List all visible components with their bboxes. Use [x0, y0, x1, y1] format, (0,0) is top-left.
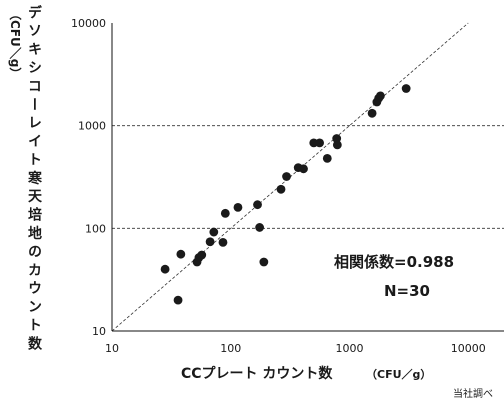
data-point-20	[315, 138, 324, 148]
x-tick-label-10: 10	[105, 342, 119, 355]
x-axis-title: CCプレート カウント数	[181, 365, 333, 382]
sample-size-annotation: N=30	[384, 282, 430, 300]
data-point-11	[233, 202, 243, 212]
y-tick-label-10000: 10000	[71, 17, 106, 30]
gridlines	[112, 125, 504, 229]
data-point-8	[209, 227, 219, 237]
y-axis-unit: （CFU／g）	[8, 8, 22, 79]
data-point-23	[332, 140, 342, 150]
y-tick-label-100: 100	[85, 222, 106, 235]
source-note: 当社調べ	[453, 387, 493, 400]
data-point-21	[322, 153, 332, 163]
data-point-2	[173, 295, 183, 305]
y-tick-label-10: 10	[92, 325, 106, 338]
x-tick-label-100: 100	[220, 342, 241, 355]
correlation-annotation: 相関係数=0.988	[334, 253, 454, 271]
data-point-6	[197, 250, 207, 260]
x-tick-label-10000: 10000	[451, 342, 486, 355]
y-axis-title: デソキシコーレイト寒天培地のカウント数	[26, 4, 42, 351]
data-point-22	[332, 134, 342, 143]
y-tick-labels: 10 100 1000 10000	[71, 17, 106, 338]
data-point-15	[276, 184, 286, 194]
data-point-18	[299, 164, 308, 174]
x-tick-labels: 10 100 1000 10000	[105, 342, 486, 355]
x-axis-unit: （CFU／g）	[366, 368, 431, 381]
data-point-7	[205, 237, 215, 247]
data-point-9	[218, 237, 228, 247]
data-point-1	[160, 264, 170, 274]
data-point-28	[401, 84, 411, 93]
data-point-13	[255, 223, 265, 232]
data-point-16	[282, 172, 291, 181]
data-point-14	[259, 257, 269, 267]
data-point-10	[220, 208, 230, 218]
data-point-24	[367, 108, 377, 118]
data-point-12	[253, 200, 262, 210]
data-point-27	[375, 91, 385, 101]
x-tick-label-1000: 1000	[336, 342, 364, 355]
y-tick-label-1000: 1000	[78, 120, 106, 133]
data-point-3	[176, 249, 186, 259]
axes	[111, 23, 504, 332]
data-points	[160, 84, 411, 305]
